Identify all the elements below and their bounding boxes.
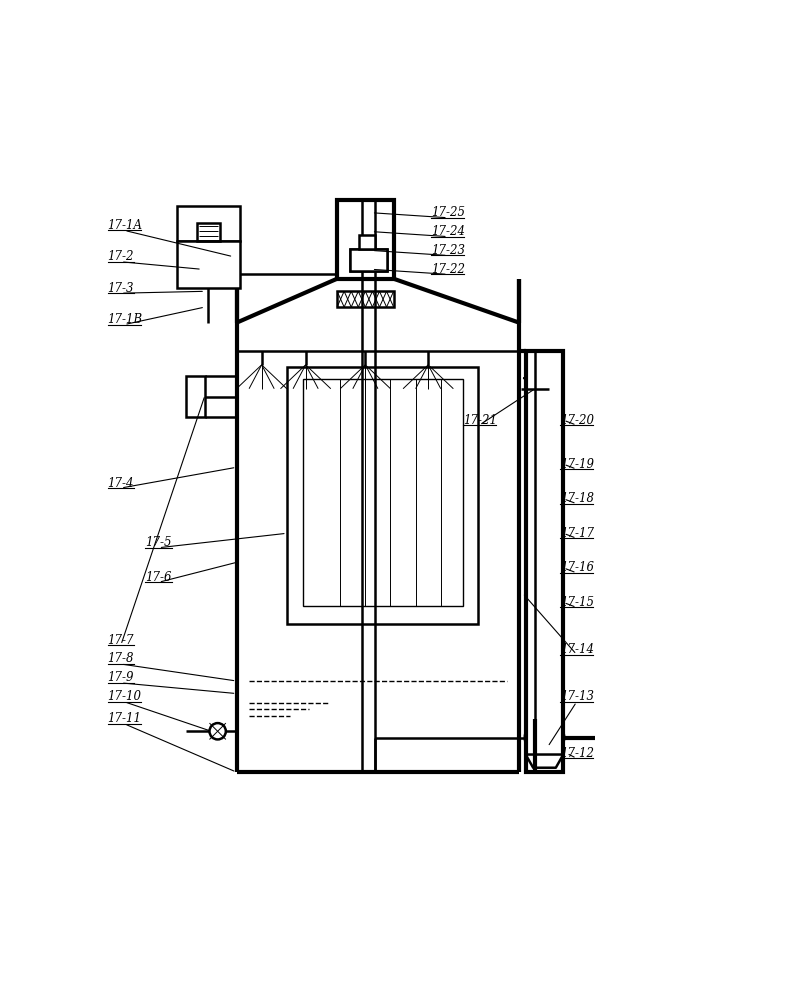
Text: 17-12: 17-12 <box>560 747 594 760</box>
Text: 17-17: 17-17 <box>560 527 594 540</box>
Circle shape <box>188 216 204 231</box>
Text: 17-24: 17-24 <box>431 225 466 238</box>
Bar <box>350 249 388 271</box>
Text: 17-22: 17-22 <box>431 263 466 276</box>
Bar <box>526 351 564 772</box>
Text: 17-7: 17-7 <box>108 634 134 647</box>
Circle shape <box>209 723 225 739</box>
Circle shape <box>213 216 229 231</box>
Circle shape <box>197 251 220 274</box>
Bar <box>337 200 393 279</box>
Text: 17-25: 17-25 <box>431 206 466 219</box>
Text: 17-20: 17-20 <box>560 414 594 427</box>
Text: 17-14: 17-14 <box>560 643 594 656</box>
Text: 17-16: 17-16 <box>560 561 594 574</box>
Text: 17-18: 17-18 <box>560 492 594 505</box>
Text: 17-10: 17-10 <box>108 690 142 703</box>
Text: 17-15: 17-15 <box>560 596 594 609</box>
Text: 17-1B: 17-1B <box>108 313 143 326</box>
Bar <box>197 223 220 241</box>
Text: 17-11: 17-11 <box>108 712 142 725</box>
Text: 17-4: 17-4 <box>108 477 134 490</box>
Text: 17-2: 17-2 <box>108 250 134 263</box>
Bar <box>303 379 463 606</box>
Bar <box>359 235 375 249</box>
Text: 17-1A: 17-1A <box>108 219 143 232</box>
Polygon shape <box>524 377 547 400</box>
Text: 17-3: 17-3 <box>108 282 134 295</box>
Bar <box>337 291 393 307</box>
Bar <box>350 249 388 271</box>
Text: 17-19: 17-19 <box>560 458 594 471</box>
Circle shape <box>526 719 564 756</box>
Circle shape <box>551 733 560 742</box>
Bar <box>187 376 205 417</box>
Text: 17-21: 17-21 <box>463 414 497 427</box>
Bar <box>287 367 478 624</box>
Text: 17-23: 17-23 <box>431 244 466 257</box>
Text: 17-8: 17-8 <box>108 652 134 665</box>
Bar <box>177 241 240 288</box>
Text: 17-13: 17-13 <box>560 690 594 703</box>
Bar <box>177 206 240 241</box>
Text: 17-9: 17-9 <box>108 671 134 684</box>
Text: 17-5: 17-5 <box>145 536 172 549</box>
Text: 17-6: 17-6 <box>145 571 172 584</box>
